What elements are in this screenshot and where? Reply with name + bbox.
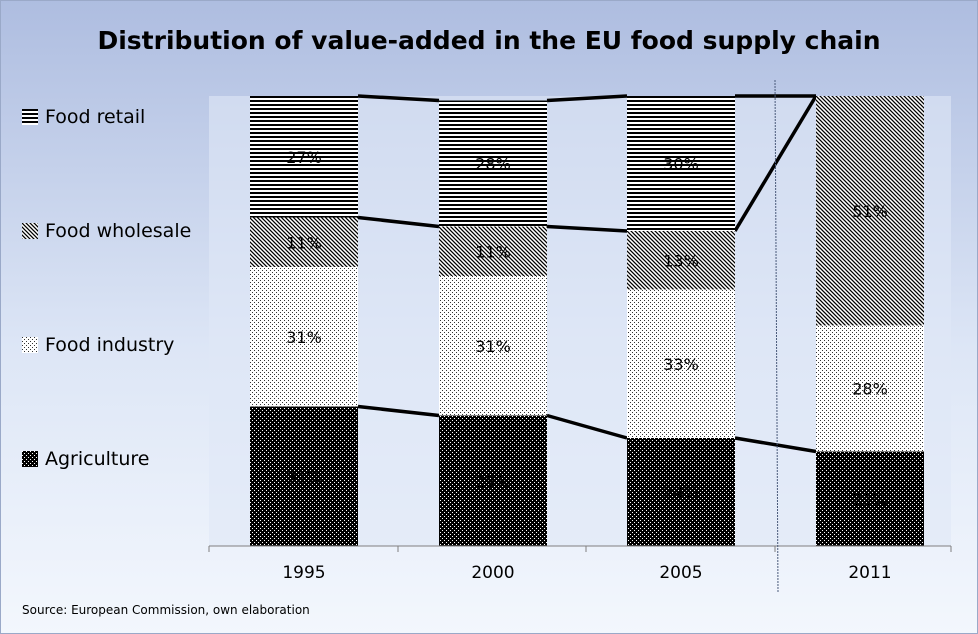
data-label-food-industry-2005: 33% [663, 355, 699, 374]
data-label-food-wholesale-2005: 13% [663, 251, 699, 270]
bar-food-wholesale-1995 [250, 217, 358, 267]
bar-food-industry-2000 [439, 276, 547, 416]
data-label-food-retail-2005: 30% [663, 155, 699, 174]
data-label-food-wholesale-2000: 11% [475, 242, 511, 261]
x-tick-label-2011: 2011 [848, 563, 891, 583]
bar-food-industry-2011 [816, 325, 924, 452]
series-line-2-2 [733, 95, 818, 232]
bar-food-wholesale-2005 [627, 231, 735, 290]
period-separator [774, 79, 779, 593]
source-note: Source: European Commission, own elabora… [22, 603, 310, 617]
bar-food-industry-2005 [627, 289, 735, 438]
legend-item-food-wholesale: Food wholesale [22, 219, 191, 243]
bar-food-wholesale-2011 [816, 96, 924, 326]
bar-food-retail-2000 [439, 100, 547, 227]
data-label-food-retail-1995: 27% [286, 148, 322, 167]
x-tick-label-2005: 2005 [659, 563, 702, 583]
x-tick-label-1995: 1995 [282, 563, 325, 583]
series-line-0-2 [734, 436, 817, 454]
legend-item-agriculture: Agriculture [22, 447, 150, 471]
series-line-0-0 [357, 404, 440, 418]
legend-item-food-retail: Food retail [22, 105, 145, 129]
legend-label: Agriculture [45, 448, 150, 470]
data-label-agriculture-2011: 21% [852, 490, 888, 509]
series-line-2-1 [546, 224, 628, 233]
legend-label: Food retail [45, 106, 146, 128]
legend-swatch [22, 337, 38, 353]
data-label-food-retail-2000: 28% [475, 155, 511, 174]
legend-swatch [22, 223, 38, 239]
bar-food-wholesale-2000 [439, 226, 547, 276]
series-line-0-1 [546, 413, 628, 440]
data-label-food-wholesale-2011: 51% [852, 202, 888, 221]
legend-label: Food wholesale [45, 220, 192, 242]
data-label-food-industry-2000: 31% [475, 337, 511, 356]
legend-label: Food industry [45, 334, 175, 356]
legend-item-food-industry: Food industry [22, 333, 174, 357]
data-label-food-wholesale-1995: 11% [286, 233, 322, 252]
x-tick-label-2000: 2000 [471, 563, 514, 583]
bar-food-industry-1995 [250, 267, 358, 407]
series-line-3-0 [357, 94, 440, 103]
bar-agriculture-2005 [627, 438, 735, 546]
series-line-2-0 [357, 215, 440, 229]
series-line-3-1 [546, 94, 628, 103]
data-label-food-industry-2011: 28% [852, 380, 888, 399]
bar-food-retail-2005 [627, 96, 735, 231]
bar-agriculture-2000 [439, 415, 547, 546]
chart-title: Distribution of value-added in the EU fo… [97, 26, 881, 55]
bar-food-retail-1995 [250, 96, 358, 218]
data-label-agriculture-2000: 29% [475, 472, 511, 491]
data-label-agriculture-2005: 24% [663, 483, 699, 502]
data-label-agriculture-1995: 31% [286, 467, 322, 486]
bar-agriculture-2011 [816, 451, 924, 546]
legend-swatch [22, 451, 38, 467]
data-label-food-industry-1995: 31% [286, 328, 322, 347]
bar-agriculture-1995 [250, 406, 358, 546]
legend-swatch [22, 109, 38, 125]
